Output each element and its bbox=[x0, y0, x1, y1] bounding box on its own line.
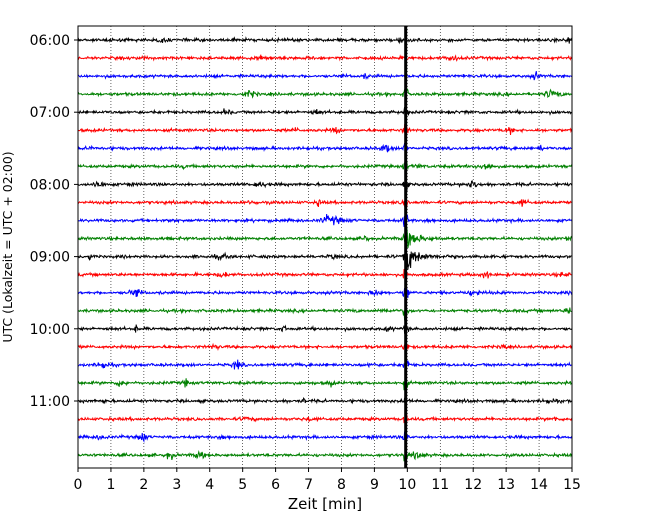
trace-row-15 bbox=[77, 302, 573, 321]
trace-row-5 bbox=[77, 124, 573, 135]
trace-row-3 bbox=[77, 88, 573, 99]
trace-row-21 bbox=[77, 414, 573, 426]
y-tick-label-4: 10:00 bbox=[30, 322, 70, 338]
y-tick-label-0: 06:00 bbox=[30, 33, 70, 49]
x-tick-label-15: 15 bbox=[563, 477, 581, 493]
x-tick-label-10: 10 bbox=[398, 477, 416, 493]
trace-row-23 bbox=[77, 449, 573, 464]
y-axis-ticks: 06:00 07:00 08:00 09:00 10:00 11:00 bbox=[30, 33, 78, 410]
x-tick-label-4: 4 bbox=[205, 477, 214, 493]
trace-row-2 bbox=[77, 70, 573, 81]
y-axis-label: UTC (Lokalzeit = UTC + 02:00) bbox=[0, 151, 15, 342]
trace-row-11 bbox=[77, 226, 573, 249]
x-tick-label-7: 7 bbox=[304, 477, 313, 493]
x-tick-label-3: 3 bbox=[172, 477, 181, 493]
x-tick-label-9: 9 bbox=[370, 477, 379, 493]
x-tick-label-1: 1 bbox=[106, 477, 115, 493]
x-tick-label-8: 8 bbox=[337, 477, 346, 493]
trace-row-13 bbox=[77, 268, 573, 284]
x-axis-label: Zeit [min] bbox=[288, 495, 362, 513]
trace-row-20 bbox=[77, 395, 573, 405]
trace-row-19 bbox=[77, 377, 573, 391]
x-tick-label-11: 11 bbox=[431, 477, 449, 493]
trace-row-22 bbox=[77, 431, 573, 443]
y-tick-label-3: 09:00 bbox=[30, 250, 70, 266]
trace-row-14 bbox=[77, 284, 573, 298]
trace-row-18 bbox=[77, 359, 573, 370]
trace-row-17 bbox=[77, 342, 573, 352]
seismic-traces bbox=[77, 26, 573, 468]
x-tick-label-14: 14 bbox=[530, 477, 548, 493]
x-axis-ticks: 0 1 2 3 4 5 6 7 8 9 10 11 12 13 14 15 bbox=[74, 468, 581, 493]
trace-row-6 bbox=[77, 143, 573, 155]
x-tick-label-0: 0 bbox=[74, 477, 83, 493]
x-tick-label-13: 13 bbox=[497, 477, 515, 493]
trace-row-8 bbox=[77, 179, 573, 193]
x-tick-label-12: 12 bbox=[464, 477, 482, 493]
y-tick-label-2: 08:00 bbox=[30, 177, 70, 193]
trace-row-7 bbox=[77, 160, 573, 171]
plot-frame bbox=[77, 25, 573, 469]
x-tick-label-2: 2 bbox=[139, 477, 148, 493]
trace-row-0 bbox=[77, 36, 573, 45]
y-tick-label-5: 11:00 bbox=[30, 394, 70, 410]
trace-row-9 bbox=[77, 198, 573, 209]
trace-row-1 bbox=[77, 54, 573, 62]
x-tick-label-5: 5 bbox=[238, 477, 247, 493]
trace-row-12 bbox=[77, 242, 573, 270]
trace-row-4 bbox=[77, 106, 573, 121]
trace-row-16 bbox=[77, 324, 573, 334]
y-tick-label-1: 07:00 bbox=[30, 105, 70, 121]
trace-row-10 bbox=[77, 213, 573, 228]
x-tick-label-6: 6 bbox=[271, 477, 280, 493]
